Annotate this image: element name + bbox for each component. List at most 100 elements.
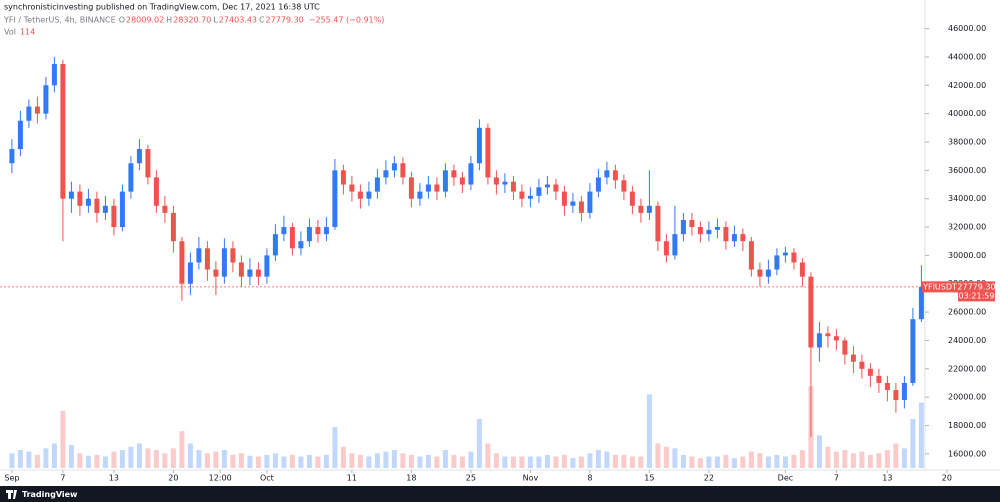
volume-bar [366,456,372,468]
candle-body [884,382,890,391]
volume-bar [391,450,397,468]
candle-body [383,170,389,178]
y-tick-label: 26000.00 [948,308,986,317]
volume-bar [136,443,142,468]
volume-bar [102,456,108,468]
price-layer [0,56,925,437]
volume-bar [748,451,754,468]
candle-body [672,234,678,256]
candle-body [136,149,142,164]
footer-bar [0,486,1000,502]
volume-bar [357,454,363,468]
candle-body [833,336,839,341]
candle-body [425,184,431,192]
volume-bar [578,456,584,468]
volume-bar [782,456,788,468]
volume-bar [434,456,440,468]
candle-body [204,248,210,270]
x-tick-label: 7 [60,474,65,483]
volume-bar [663,446,669,468]
volume-bar [621,454,627,468]
candle-body [757,269,763,277]
volume-bar [264,454,270,468]
x-tick-label: 13 [882,474,892,483]
x-tick-label: 22 [704,474,714,483]
candle-body [714,227,720,230]
volume-bar [468,451,474,468]
y-tick-label: 18000.00 [948,421,986,430]
ohlc-value: 28320.70 [173,16,211,25]
volume-bar [213,451,219,468]
y-tick-label: 20000.00 [948,393,986,402]
candle-body [451,170,457,178]
candle-body [272,234,278,256]
price-tag-text: 27779.30 [957,282,995,291]
volume-bar [765,456,771,468]
volume-bar [859,451,865,468]
candle-body [247,269,253,277]
x-tick-label: 25 [466,474,476,483]
change-text: −255.47 (−0.91%) [309,16,385,25]
candle-body [901,382,907,400]
publisher-line: synchronisticinvesting published on Trad… [4,3,320,12]
volume-bar [876,453,882,468]
candle-body [655,205,661,242]
candle-body [502,181,508,185]
candle-body [570,201,576,206]
candle-body [349,184,355,192]
brand-name: TradingView [22,490,78,499]
candle-body [94,198,100,213]
volume-bar [740,456,746,468]
candle-body [391,163,397,171]
candle-body [213,269,219,277]
candle-body [128,163,134,192]
candle-body [17,120,23,150]
y-tick-label: 44000.00 [948,52,986,61]
x-tick-label: 13 [109,474,119,483]
candle-body [264,255,270,277]
volume-bar [553,456,559,468]
volume-bar [238,453,244,468]
volume-bar [570,458,576,468]
volume-bar [162,453,168,468]
volume-bar [884,450,890,468]
symbol-tag-text: YFIUSDT [922,282,957,291]
volume-bar [612,454,618,468]
candle-body [782,252,788,256]
candle-body [196,248,202,263]
y-tick-label: 38000.00 [948,137,986,146]
candle-body [825,333,831,337]
volume-bar [604,451,610,468]
volume-bar [791,454,797,468]
volume-bar [340,446,346,468]
candle-body [298,241,304,249]
candle-body [34,106,40,114]
symbol-tag [922,281,958,293]
ohlc-key: O [119,16,125,25]
volume-bar [43,448,49,468]
volume-bar [417,456,423,468]
candle-body [876,375,882,383]
candle-body [638,205,644,213]
volume-bar [536,456,542,468]
volume-bar [757,453,763,468]
volume-bar [425,454,431,468]
y-tick-label: 42000.00 [948,81,986,90]
volume-bar [272,453,278,468]
price-axis-panel [925,0,1000,486]
candle-body [850,354,856,362]
candle-body [111,205,117,228]
volume-bar [476,418,482,468]
volume-bar [629,456,635,468]
volume-bar [77,453,83,468]
volume-layer [9,386,924,468]
volume-bar [68,445,74,468]
y-tick-label: 30000.00 [948,251,986,260]
volume-bar [893,443,899,468]
candle-body [332,170,338,228]
volume-bar [451,454,457,468]
candle-body [799,262,805,277]
volume-bar [714,456,720,468]
volume-bar [918,402,924,468]
volume-bar [595,450,601,468]
